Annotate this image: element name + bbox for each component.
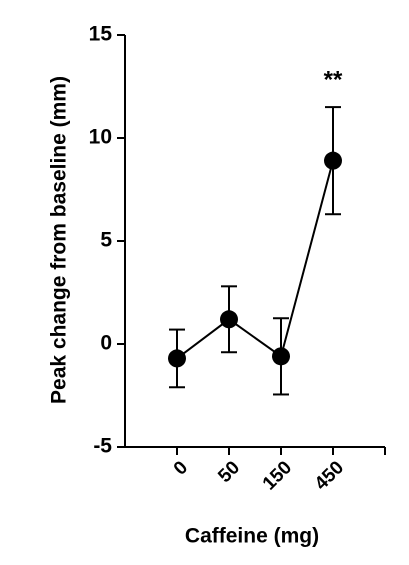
y-axis-label: Peak change from baseline (mm)	[48, 76, 71, 404]
x-tick-label: 150	[259, 457, 296, 494]
line	[176, 160, 334, 360]
point	[324, 151, 342, 170]
x-tick-label: 50	[214, 457, 244, 487]
point	[220, 310, 238, 329]
y-tick-label: 0	[100, 332, 112, 355]
point	[168, 349, 186, 368]
y-tick-label: -5	[93, 435, 112, 458]
y-tick-label: 15	[89, 23, 113, 46]
y-tick-label: 10	[89, 126, 112, 149]
x-tick-label: 0	[170, 457, 192, 479]
annotation: **	[324, 66, 343, 93]
x-axis-label: Caffeine (mg)	[185, 525, 319, 548]
y-tick-label: 5	[100, 229, 112, 252]
point	[272, 347, 290, 366]
x-tick-label: 450	[311, 457, 348, 494]
